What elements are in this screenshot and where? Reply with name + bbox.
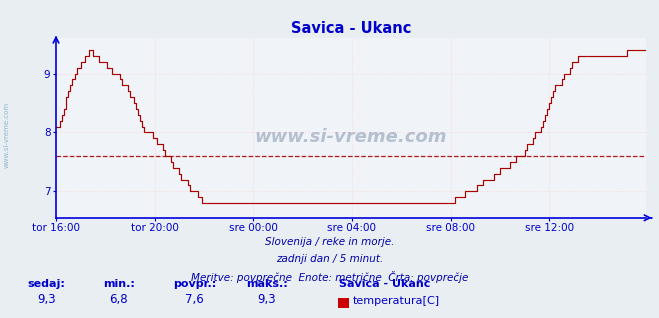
- Text: 9,3: 9,3: [37, 293, 55, 306]
- Text: 9,3: 9,3: [258, 293, 276, 306]
- Title: Savica - Ukanc: Savica - Ukanc: [291, 21, 411, 36]
- Text: maks.:: maks.:: [246, 280, 288, 289]
- Text: 6,8: 6,8: [109, 293, 128, 306]
- Text: www.si-vreme.com: www.si-vreme.com: [4, 102, 10, 168]
- Text: Slovenija / reke in morje.: Slovenija / reke in morje.: [265, 237, 394, 247]
- Text: Savica - Ukanc: Savica - Ukanc: [339, 280, 431, 289]
- Text: Meritve: povprečne  Enote: metrične  Črta: povprečje: Meritve: povprečne Enote: metrične Črta:…: [191, 271, 468, 283]
- Text: zadnji dan / 5 minut.: zadnji dan / 5 minut.: [276, 254, 383, 264]
- Text: min.:: min.:: [103, 280, 134, 289]
- Text: www.si-vreme.com: www.si-vreme.com: [254, 128, 447, 146]
- Text: 7,6: 7,6: [185, 293, 204, 306]
- Text: temperatura[C]: temperatura[C]: [353, 296, 440, 306]
- Text: povpr.:: povpr.:: [173, 280, 216, 289]
- Text: sedaj:: sedaj:: [27, 280, 65, 289]
